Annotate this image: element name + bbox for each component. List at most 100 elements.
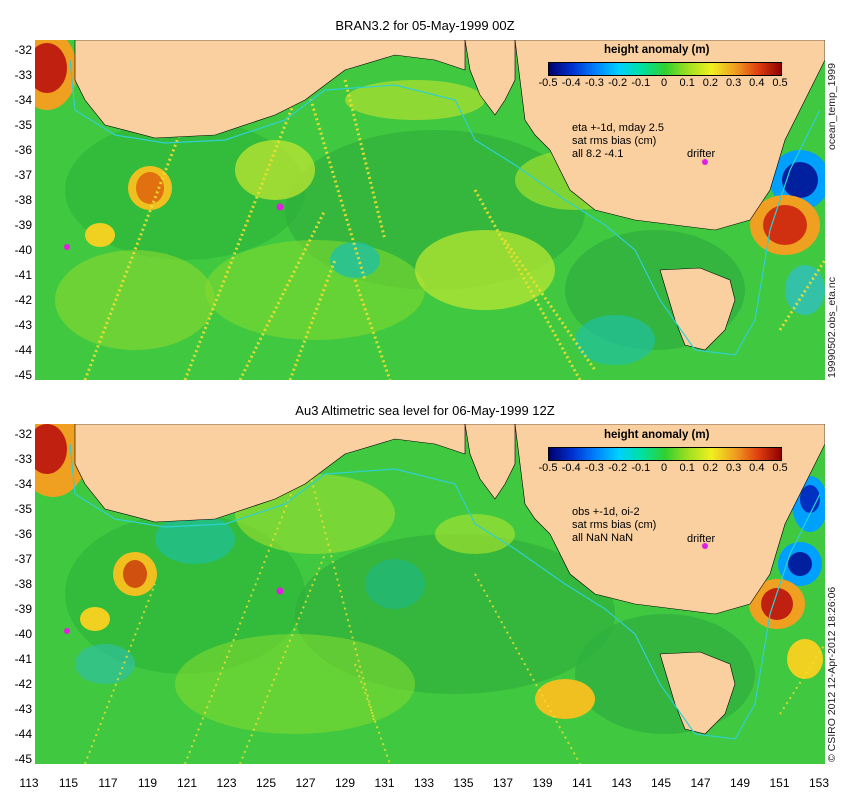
latitude-tick-label: -43 <box>14 318 32 332</box>
drifter-markers <box>64 159 708 250</box>
latitude-tick-label: -42 <box>14 293 32 307</box>
longitude-tick-label: 149 <box>729 776 751 790</box>
colorbar-tick-label: -0.3 <box>584 77 604 89</box>
colorbar-tick-label: 0.4 <box>749 77 765 89</box>
latitude-tick-label: -35 <box>14 118 32 132</box>
latitude-tick-label: -36 <box>14 143 32 157</box>
longitude-tick-label: 119 <box>137 776 158 790</box>
bottom-stats-annotation: obs +-1d, oi-2 sat rms bias (cm) all NaN… <box>572 506 656 545</box>
longitude-tick-label: 141 <box>571 776 593 790</box>
colorbar-gradient <box>548 62 782 76</box>
longitude-tick-label: 153 <box>808 776 830 790</box>
latitude-tick-label: -36 <box>14 527 32 541</box>
bottom-map-svg <box>35 424 825 764</box>
colorbar-tick-label: -0.1 <box>631 462 651 474</box>
longitude-tick-label: 113 <box>19 776 39 790</box>
eastern-australia-land <box>514 424 825 615</box>
longitude-tick-label: 151 <box>769 776 790 790</box>
colorbar-gradient <box>548 447 782 461</box>
top-map-svg <box>35 40 825 380</box>
latitude-tick-label: -45 <box>14 752 32 766</box>
colorbar-title: height anomaly (m) <box>604 429 710 441</box>
top-map <box>35 40 825 380</box>
tasmania-land <box>659 651 736 735</box>
colorbar-tick-label: 0 <box>660 77 668 89</box>
colorbar-tick-label: 0.4 <box>749 462 765 474</box>
colorbar-tick-label: 0.5 <box>772 77 788 89</box>
longitude-tick-label: 121 <box>176 776 198 790</box>
colorbar-tick-label: -0.4 <box>561 462 581 474</box>
longitude-tick-label: 133 <box>413 776 435 790</box>
latitude-tick-label: -33 <box>14 452 32 466</box>
longitude-tick-label: 115 <box>58 776 79 790</box>
longitude-tick-label: 129 <box>334 776 356 790</box>
top-panel-title: BRAN3.2 for 05-May-1999 00Z <box>335 18 515 33</box>
colorbar-tick-label: -0.4 <box>561 77 581 89</box>
bottom-drifter-label: drifter <box>687 533 716 545</box>
top-stats-annotation: eta +-1d, mday 2.5 sat rms bias (cm) all… <box>572 122 664 161</box>
annotation-line: all 8.2 -4.1 <box>572 148 624 160</box>
colorbar-tick-label: 0.5 <box>772 462 788 474</box>
bottom-side-label: 19990502.obs_eta.nc <box>826 276 838 378</box>
bottom-map <box>35 424 825 764</box>
drifter-markers <box>64 543 708 634</box>
eyre-peninsula-land <box>464 424 516 500</box>
latitude-tick-label: -34 <box>14 477 32 491</box>
top-drifter-label: drifter <box>687 148 716 160</box>
latitude-tick-label: -33 <box>14 68 32 82</box>
eastern-australia-land <box>514 40 825 231</box>
longitude-tick-label: 143 <box>611 776 632 790</box>
anomaly-patches <box>35 424 825 734</box>
colorbar-tick-label: 0.3 <box>725 462 742 474</box>
annotation-line: sat rms bias (cm) <box>572 519 657 531</box>
colorbar-title: height anomaly (m) <box>604 44 710 56</box>
longitude-tick-label: 135 <box>453 776 474 790</box>
colorbar-tick-label: -0.5 <box>538 77 558 89</box>
latitude-tick-label: -37 <box>14 552 32 566</box>
western-australia-land <box>74 424 466 523</box>
latitude-tick-label: -32 <box>14 43 32 57</box>
colorbar-tick-label: 0.1 <box>679 462 695 474</box>
longitude-tick-label: 127 <box>295 776 316 790</box>
land-masses <box>74 424 825 735</box>
latitude-tick-label: -38 <box>14 193 32 207</box>
latitude-tick-label: -45 <box>14 368 32 382</box>
latitude-tick-label: -39 <box>14 218 32 232</box>
land-masses <box>74 40 825 351</box>
annotation-line: obs +-1d, oi-2 <box>572 506 640 518</box>
latitude-tick-label: -37 <box>14 168 32 182</box>
colorbar-tick-label: 0.2 <box>702 462 719 474</box>
colorbar-tick-label: 0.2 <box>702 77 719 89</box>
latitude-tick-label: -44 <box>14 343 32 357</box>
satellite-tracks <box>84 473 825 764</box>
annotation-line: all NaN NaN <box>572 532 634 544</box>
top-side-label: ocean_temp_1999 <box>826 63 838 150</box>
latitude-tick-label: -44 <box>14 727 32 741</box>
colorbar-tick-label: -0.2 <box>608 77 628 89</box>
latitude-tick-label: -41 <box>14 268 32 282</box>
latitude-tick-label: -34 <box>14 93 32 107</box>
colorbar-tick-label: -0.5 <box>538 462 558 474</box>
longitude-tick-label: 117 <box>98 776 118 790</box>
colorbar-tick-label: 0.1 <box>679 77 695 89</box>
latitude-tick-label: -32 <box>14 427 32 441</box>
latitude-tick-label: -35 <box>14 502 32 516</box>
latitude-tick-label: -38 <box>14 577 32 591</box>
colorbar-tick-label: -0.3 <box>584 462 604 474</box>
latitude-tick-label: -40 <box>14 243 32 257</box>
longitude-tick-label: 125 <box>255 776 277 790</box>
latitude-tick-label: -39 <box>14 602 32 616</box>
latitude-tick-label: -41 <box>14 652 32 666</box>
colorbar-tick-label: 0 <box>660 462 668 474</box>
longitude-tick-label: 137 <box>492 776 514 790</box>
shelf-contour <box>69 443 821 740</box>
latitude-tick-label: -43 <box>14 702 32 716</box>
colorbar-tick-label: 0.3 <box>725 77 742 89</box>
annotation-line: eta +-1d, mday 2.5 <box>572 122 665 134</box>
longitude-tick-label: 123 <box>216 776 237 790</box>
longitude-tick-label: 145 <box>650 776 672 790</box>
tasmania-land <box>659 267 736 351</box>
copyright-label: © CSIRO 2012 12-Apr-2012 18:26:06 <box>826 586 838 762</box>
latitude-tick-label: -42 <box>14 677 32 691</box>
colorbar-tick-label: -0.2 <box>608 462 628 474</box>
